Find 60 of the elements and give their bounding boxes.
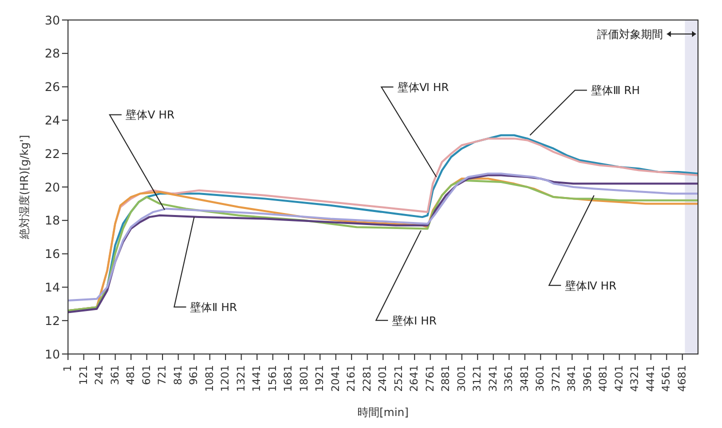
x-tick-label: 3721 xyxy=(550,365,562,392)
y-tick-label: 10 xyxy=(44,347,60,362)
x-tick-label: 361 xyxy=(109,365,122,386)
y-tick-label: 18 xyxy=(44,214,60,228)
x-tick-label: 1441 xyxy=(251,365,264,392)
x-tick-label: 961 xyxy=(188,365,200,386)
annotation: 壁体Ⅲ RH xyxy=(590,84,640,98)
x-tick-label: 241 xyxy=(94,365,106,386)
x-tick-label: 601 xyxy=(140,365,153,386)
x-tick-label: 3601 xyxy=(534,365,547,392)
y-tick-label: 16 xyxy=(44,247,60,262)
y-tick-label: 24 xyxy=(44,113,60,128)
y-tick-label: 30 xyxy=(44,13,60,28)
x-axis-title: 時間[min] xyxy=(357,406,409,419)
annotation: 壁体Ⅳ HR xyxy=(565,279,617,292)
x-tick-label: 3001 xyxy=(456,365,468,392)
x-tick-label: 3481 xyxy=(518,365,531,392)
annotation: 壁体Ⅰ HR xyxy=(392,314,438,328)
x-tick-label: 1321 xyxy=(235,365,248,392)
y-axis-title: 絶対湿度(HR)[g/kg'] xyxy=(18,134,31,240)
annotation: 壁体Ⅴ HR xyxy=(126,108,175,122)
x-tick-label: 721 xyxy=(156,365,169,386)
y-tick-label: 12 xyxy=(44,314,60,328)
x-tick-label: 2041 xyxy=(330,365,342,392)
y-tick-label: 22 xyxy=(44,146,60,161)
x-tick-label: 1081 xyxy=(204,365,216,392)
x-tick-label: 1681 xyxy=(282,365,295,392)
x-tick-label: 4201 xyxy=(613,365,626,392)
x-tick-label: 4561 xyxy=(660,365,673,392)
x-tick-label: 1921 xyxy=(314,365,326,392)
x-tick-label: 3241 xyxy=(487,365,500,392)
x-tick-label: 1801 xyxy=(298,365,310,392)
x-tick-label: 4081 xyxy=(598,365,610,392)
y-tick-label: 26 xyxy=(44,80,60,94)
x-tick-label: 2641 xyxy=(408,365,421,392)
x-tick-label: 2521 xyxy=(392,365,405,392)
x-tick-label: 1201 xyxy=(220,365,232,392)
y-tick-label: 28 xyxy=(44,46,60,61)
x-tick-label: 2881 xyxy=(440,365,452,392)
annotation: 壁体Ⅱ HR xyxy=(190,301,238,314)
x-tick-label: 4681 xyxy=(676,365,688,392)
y-tick-label: 20 xyxy=(44,180,60,194)
x-tick-label: 841 xyxy=(172,365,184,386)
x-tick-label: 1561 xyxy=(266,365,279,392)
x-tick-label: 2761 xyxy=(424,365,436,392)
x-tick-label: 4321 xyxy=(629,365,642,392)
annotation: 壁体Ⅵ HR xyxy=(397,80,450,94)
x-tick-label: 3961 xyxy=(582,365,594,392)
x-tick-label: 3121 xyxy=(472,365,484,392)
band-label: 評価対象期間 xyxy=(596,28,663,41)
x-tick-label: 2281 xyxy=(361,365,374,392)
y-tick-label: 14 xyxy=(44,280,60,294)
x-tick-label: 2401 xyxy=(377,365,390,392)
x-tick-label: 4441 xyxy=(644,365,657,392)
x-tick-label: 3361 xyxy=(503,365,516,392)
x-tick-label: 3841 xyxy=(566,365,578,392)
x-tick-label: 1 xyxy=(62,365,74,372)
x-tick-label: 2161 xyxy=(346,365,358,392)
x-tick-label: 121 xyxy=(78,365,90,386)
x-tick-label: 481 xyxy=(125,365,138,386)
